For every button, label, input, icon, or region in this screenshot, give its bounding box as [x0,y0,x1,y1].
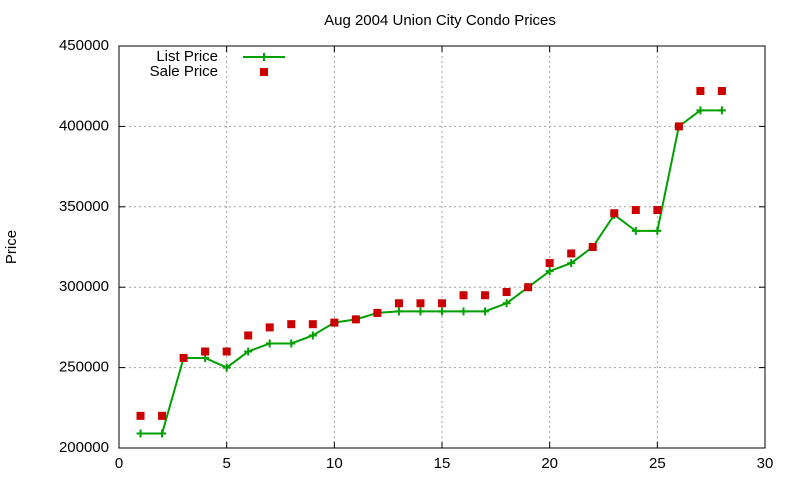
point [373,308,382,317]
point [567,259,576,268]
y-tick-label: 300000 [59,278,109,295]
x-tick-label: 25 [649,455,666,472]
point [308,320,317,329]
point [438,307,446,316]
point [459,291,468,300]
legend-label: List Price [156,48,218,65]
point [287,339,296,348]
point [567,249,576,258]
series-line [140,109,722,435]
x-tick-label: 5 [222,455,230,472]
point [136,411,145,420]
point [631,226,640,235]
x-tick-label: 20 [541,455,558,472]
point [416,307,425,316]
point [265,339,274,348]
point [222,347,231,356]
y-tick-label: 350000 [59,198,109,215]
point [330,318,339,327]
point [201,347,210,356]
point [545,259,554,268]
point [222,363,231,372]
point [265,323,274,332]
y-tick-label: 200000 [59,439,109,456]
x-tick-label: 10 [326,455,343,472]
y-axis-label: Price [3,230,20,264]
point [717,106,726,115]
point [158,411,167,420]
x-tick-label: 15 [434,455,451,472]
point [696,106,705,115]
chart-title: Aug 2004 Union City Condo Prices [324,12,556,29]
point [394,307,403,316]
point [717,87,726,96]
x-tick-label: 0 [115,455,123,472]
point [481,291,490,300]
point [610,209,619,218]
point [136,429,145,438]
point [459,307,468,316]
point [416,299,425,308]
x-tick-label: 30 [757,455,774,472]
point [179,353,188,362]
y-tick-label: 400000 [59,117,109,134]
point [287,320,296,329]
point [158,429,167,438]
legend-marker [260,68,268,76]
point [524,283,533,292]
point [653,206,662,215]
point [696,87,705,96]
point [674,122,683,131]
point [438,299,446,308]
point [394,299,403,308]
legend-label: Sale Price [150,63,218,80]
point [308,331,317,340]
y-tick-label: 250000 [59,359,109,376]
point [502,288,511,297]
point [481,307,490,316]
point [545,267,554,276]
legend-marker [260,53,268,61]
y-tick-label: 450000 [59,37,109,54]
point [244,347,253,356]
point [631,206,640,215]
point [502,299,511,308]
point [351,315,360,324]
point [244,331,253,340]
point [588,243,597,251]
point [653,226,662,235]
